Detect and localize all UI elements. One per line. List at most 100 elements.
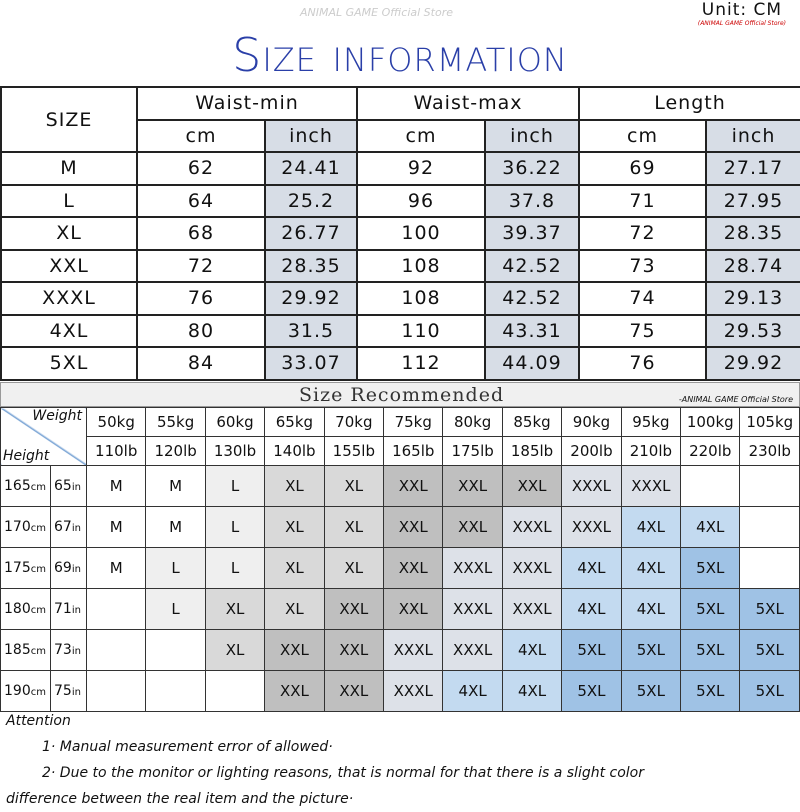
size-recommendation-cell: 4XL [561,588,622,630]
measure-cell: 96 [356,183,486,218]
measure-cell: 29.92 [704,346,800,381]
size-recommendation-cell: XL [323,506,385,548]
height-cm: 185cm [0,629,51,671]
size-recommendation-cell: XL [264,506,325,548]
attention-item: 2· Due to the monitor or lighting reason… [42,765,645,781]
recommended-table: Weight Height 50kg 55kg 60kg 65kg 70kg 75kg 80kg… [0,407,800,712]
size-cell: M [0,151,138,186]
measure-cell: 42.52 [484,281,580,316]
page-title: Size information [232,28,568,82]
weight-lb-header: 130lb [204,436,266,466]
measure-cell: 108 [356,281,486,316]
size-recommendation-cell: XL [323,547,385,589]
size-recommendation-cell [145,629,206,671]
weight-kg-header: 50kg [85,407,147,437]
table-row: XXXL 76 29.92 108 42.52 74 29.13 [0,281,800,316]
measure-cell: 37.8 [484,183,580,218]
size-recommendation-cell: XXL [323,670,385,712]
size-recommendation-cell: 5XL [739,588,800,630]
size-recommendation-cell: L [145,547,206,589]
size-recommendation-cell [85,588,147,630]
size-recommendation-cell: M [85,506,147,548]
measure-cell: 71 [578,183,707,218]
unit-row: cm inch cm inch cm inch [1,118,800,153]
weight-lb-header: 220lb [680,436,741,466]
size-recommendation-cell: 5XL [680,629,741,671]
weight-kg-header: 100kg [680,407,741,437]
size-recommendation-cell: 5XL [620,629,682,671]
measure-cell: 27.17 [704,151,800,186]
measure-cell: 75 [578,313,707,348]
weight-kg-header: 60kg [204,407,266,437]
unit-header: cm [356,118,486,153]
height-label: Height [3,448,50,464]
weight-kg-header: 85kg [501,407,563,437]
measure-cell: 72 [136,248,266,283]
size-recommendation-cell: XXXL [383,629,444,671]
size-recommendation-cell: XXXL [620,465,682,507]
weight-kg-header: 105kg [739,407,800,437]
measure-cell: 64 [136,183,266,218]
recommended-title: Size Recommended [299,384,505,406]
measure-cell: 29.53 [704,313,800,348]
store-label: -ANIMAL GAME Official Store [678,395,793,404]
unit-header: inch [704,118,800,153]
size-recommendation-cell: 5XL [561,670,622,712]
size-recommendation-cell: XXL [442,465,503,507]
table-row: 170cm 67in M M L XL XL XXL XXL XXXL XXXL 4XL 4XL [0,506,800,548]
unit-header: cm [136,118,266,153]
measure-cell: 27.95 [704,183,800,218]
size-recommendation-cell: 4XL [561,547,622,589]
weight-kg-header: 70kg [323,407,385,437]
size-recommendation-cell: 5XL [561,629,622,671]
height-cm: 180cm [0,588,51,630]
size-recommendation-cell: XXL [442,506,503,548]
size-recommendation-cell [739,506,800,548]
size-table: SIZE Waist-min Waist-max Length cm inch cm inch… [0,86,800,381]
size-recommendation-cell: XL [264,465,325,507]
size-recommendation-cell: 4XL [620,506,682,548]
size-recommendation-cell: XXXL [501,506,563,548]
size-recommendation-cell: XXL [264,629,325,671]
lb-row: 110lb 120lb 130lb 140lb 155lb 165lb 175lb 185lb… [1,436,800,466]
size-recommendation-cell: XXXL [561,465,622,507]
size-recommendation-cell: XXXL [383,670,444,712]
size-recommendation-cell [204,670,266,712]
size-recommendation-cell: 4XL [620,588,682,630]
table-row: 185cm 73in XL XXL XXL XXXL XXXL 4XL 5XL 5XL 5XL 5XL [0,629,800,671]
size-recommendation-cell: L [204,547,266,589]
height-in: 69in [50,547,87,589]
size-recommendation-cell: L [204,465,266,507]
size-cell: XL [0,216,138,251]
size-recommendation-cell [85,670,147,712]
measure-cell: 68 [136,216,266,251]
weight-kg-header: 80kg [442,407,503,437]
size-recommendation-cell: XXXL [442,629,503,671]
weight-lb-header: 200lb [561,436,622,466]
size-recommendation-cell: M [85,465,147,507]
size-recommendation-cell: M [85,547,147,589]
attention-notes: Attention 1· Manual measurement error of… [6,708,644,812]
weight-lb-header: 185lb [501,436,563,466]
measure-cell: 44.09 [484,346,580,381]
unit-header: cm [578,118,707,153]
attention-heading: Attention [6,713,71,729]
table-row: 190cm 75in XXL XXL XXXL 4XL 4XL 5XL 5XL 5XL 5XL [0,670,800,712]
size-recommendation-cell [145,670,206,712]
size-recommendation-cell [85,629,147,671]
group-header: Waist-min [136,86,358,121]
size-recommendation-cell: 4XL [442,670,503,712]
unit-header: inch [484,118,580,153]
height-in: 71in [50,588,87,630]
size-recommendation-cell: XXL [383,588,444,630]
size-recommendation-cell: XL [264,588,325,630]
measure-cell: 100 [356,216,486,251]
measure-cell: 69 [578,151,707,186]
size-recommendation-cell: 5XL [739,629,800,671]
table-row: M 62 24.41 92 36.22 69 27.17 [0,151,800,186]
weight-lb-header: 165lb [383,436,444,466]
weight-kg-header: 90kg [561,407,622,437]
height-cm: 170cm [0,506,51,548]
group-header: Length [577,86,800,121]
measure-cell: 62 [136,151,266,186]
